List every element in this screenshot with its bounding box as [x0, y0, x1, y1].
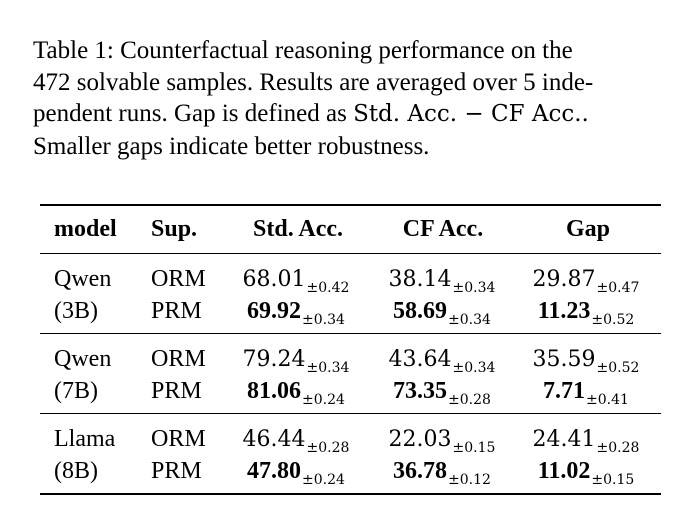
gap-value: 7.71 — [543, 378, 586, 404]
caption-line-3-text: pendent runs. Gap is defined as — [33, 100, 354, 127]
gap-std: ±0.41 — [586, 392, 629, 408]
gap-formula: Std. Acc. − CF Acc.. — [353, 101, 589, 127]
gap-cell: 11.02±0.15 — [538, 457, 635, 488]
cf-acc-cell: 43.64±0.34 — [389, 345, 496, 376]
model-name: Qwen — [54, 266, 112, 292]
gap-value: 29.87 — [532, 267, 596, 292]
header-rule — [40, 253, 661, 255]
cf-acc-value: 58.69 — [393, 298, 448, 324]
header-model: model — [54, 216, 117, 242]
cf-acc-std: ±0.34 — [448, 312, 491, 328]
sup-cell: ORM — [151, 426, 206, 452]
gap-std: ±0.52 — [591, 312, 635, 328]
std-acc-std: ±0.42 — [306, 280, 350, 296]
std-acc-value: 79.24 — [242, 347, 306, 372]
cf-acc-std: ±0.12 — [448, 472, 491, 488]
sup-cell: PRM — [151, 378, 202, 404]
table-bottom-rule — [40, 493, 661, 496]
cf-acc-value: 43.64 — [388, 347, 452, 372]
std-acc-value: 46.44 — [242, 427, 306, 452]
sup-cell: PRM — [151, 298, 202, 324]
sup-cell: ORM — [151, 346, 206, 372]
header-gap: Gap — [565, 216, 611, 242]
cf-acc-cell: 38.14±0.34 — [389, 265, 496, 296]
gap-cell: 11.23±0.52 — [538, 297, 635, 328]
cf-acc-cell: 36.78±0.12 — [393, 457, 491, 488]
std-acc-cell: 68.01±0.42 — [243, 265, 350, 296]
sup-cell: ORM — [151, 266, 206, 292]
std-acc-std: ±0.34 — [302, 312, 345, 328]
cf-acc-cell: 73.35±0.28 — [393, 377, 491, 408]
header-sup: Sup. — [151, 216, 198, 242]
std-acc-std: ±0.24 — [302, 472, 345, 488]
gap-std: ±0.47 — [596, 280, 640, 296]
model-size: (7B) — [54, 378, 98, 404]
cf-acc-value: 73.35 — [393, 378, 448, 404]
cf-acc-std: ±0.34 — [452, 280, 496, 296]
table-top-rule — [40, 204, 661, 207]
gap-cell: 35.59±0.52 — [533, 345, 640, 376]
gap-std: ±0.15 — [591, 472, 635, 488]
gap-cell: 29.87±0.47 — [533, 265, 640, 296]
std-acc-value: 81.06 — [247, 378, 302, 404]
std-acc-cell: 69.92±0.34 — [247, 297, 345, 328]
gap-value: 35.59 — [532, 347, 596, 372]
std-acc-cell: 79.24±0.34 — [243, 345, 350, 376]
gap-std: ±0.28 — [596, 440, 640, 456]
caption-line-3: pendent runs. Gap is defined as Std. Acc… — [33, 98, 673, 131]
model-name: Qwen — [54, 346, 112, 372]
caption-line-2: 472 solvable samples. Results are averag… — [33, 68, 594, 96]
model-name: Llama — [54, 426, 116, 452]
cf-acc-value: 36.78 — [393, 458, 448, 484]
cf-acc-cell: 22.03±0.15 — [389, 425, 496, 456]
cf-acc-cell: 58.69±0.34 — [393, 297, 491, 328]
group-rule-2 — [40, 413, 661, 415]
model-size: (3B) — [54, 298, 98, 324]
model-size: (8B) — [54, 458, 98, 484]
cf-acc-std: ±0.28 — [448, 392, 491, 408]
gap-value: 11.23 — [537, 298, 591, 324]
cf-acc-value: 22.03 — [388, 427, 452, 452]
std-acc-cell: 47.80±0.24 — [247, 457, 345, 488]
cf-acc-std: ±0.34 — [452, 360, 496, 376]
std-acc-value: 47.80 — [247, 458, 302, 484]
std-acc-cell: 81.06±0.24 — [247, 377, 345, 408]
std-acc-value: 68.01 — [242, 267, 306, 292]
gap-value: 24.41 — [532, 427, 596, 452]
header-std-acc: Std. Acc. — [253, 216, 343, 242]
std-acc-value: 69.92 — [247, 298, 302, 324]
std-acc-std: ±0.28 — [306, 440, 350, 456]
gap-std: ±0.52 — [596, 360, 640, 376]
header-cf-acc: CF Acc. — [402, 216, 484, 242]
gap-cell: 7.71±0.41 — [543, 377, 629, 408]
caption-line-4: Smaller gaps indicate better robustness. — [33, 132, 430, 160]
cf-acc-std: ±0.15 — [452, 440, 496, 456]
gap-cell: 24.41±0.28 — [533, 425, 640, 456]
std-acc-std: ±0.34 — [306, 360, 350, 376]
std-acc-std: ±0.24 — [302, 392, 345, 408]
std-acc-cell: 46.44±0.28 — [243, 425, 350, 456]
sup-cell: PRM — [151, 458, 202, 484]
cf-acc-value: 38.14 — [388, 267, 452, 292]
caption-line-1: Table 1: Counterfactual reasoning perfor… — [33, 37, 573, 64]
gap-value: 11.02 — [537, 458, 591, 484]
table-caption: Table 1: Counterfactual reasoning perfor… — [33, 35, 673, 162]
group-rule-1 — [40, 333, 661, 335]
